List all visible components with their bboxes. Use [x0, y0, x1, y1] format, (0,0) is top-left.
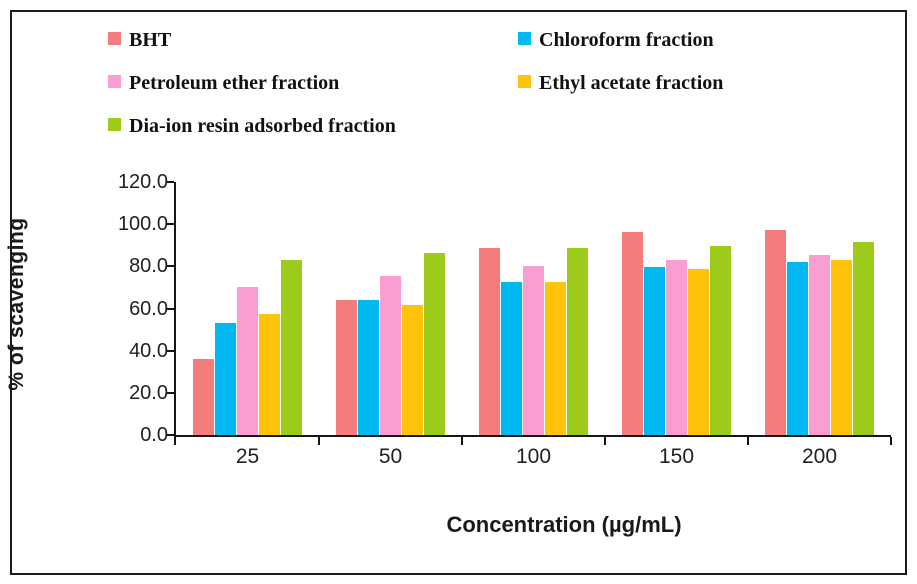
x-axis-category-label: 25 [235, 445, 260, 468]
y-axis-tick [166, 223, 174, 226]
bar [545, 282, 566, 435]
bar [523, 266, 544, 435]
bar [622, 232, 643, 435]
bar-group-200 [748, 182, 891, 435]
x-axis-tick [747, 437, 749, 445]
legend-swatch-icon [108, 31, 121, 45]
y-axis-title: % of scavenging [5, 217, 28, 391]
bar [787, 261, 808, 435]
bar [336, 300, 357, 435]
y-axis-tick-label: 120.0 [117, 171, 168, 193]
x-axis-tick [461, 437, 463, 445]
bar [666, 259, 687, 435]
bar [424, 252, 445, 435]
y-axis-tick-label: 80.0 [129, 255, 168, 278]
x-axis-category-label: 100 [515, 445, 552, 468]
bar-group-150 [605, 182, 748, 435]
bar [831, 259, 852, 435]
bar [501, 282, 522, 435]
bar [644, 266, 665, 435]
x-axis-title: Concentration (µg/mL) [446, 512, 682, 537]
y-axis-tick [166, 349, 174, 352]
y-axis-tick-label: 40.0 [129, 339, 168, 362]
bar [193, 358, 214, 435]
x-axis-category-label: 200 [801, 445, 838, 468]
bar [809, 254, 830, 435]
legend-item: Dia-ion resin adsorbed fraction [108, 114, 518, 138]
x-axis-tick [174, 437, 176, 445]
bar [710, 246, 731, 435]
x-axis-tick [318, 437, 320, 445]
bar [380, 275, 401, 435]
legend-label: Dia-ion resin adsorbed fraction [129, 114, 396, 137]
legend-item: Chloroform fraction [518, 28, 848, 52]
x-axis-tick [890, 437, 892, 445]
bar [402, 304, 423, 435]
x-axis-tick [604, 437, 606, 445]
legend-item: BHT [108, 28, 518, 52]
y-axis-tick [166, 391, 174, 394]
bar-groups [176, 182, 891, 435]
y-axis-tick-label: 60.0 [129, 297, 168, 320]
legend-label: Ethyl acetate fraction [539, 71, 724, 94]
bar [479, 248, 500, 435]
legend-item: Petroleum ether fraction [108, 71, 518, 95]
x-axis-category-label: 150 [658, 445, 695, 468]
bar-group-50 [319, 182, 462, 435]
bar [237, 286, 258, 435]
y-axis-tick [166, 181, 174, 183]
chart-frame: BHT Chloroform fraction Petroleum ether fr… [5, 10, 907, 575]
bar [567, 247, 588, 435]
legend-label: BHT [129, 28, 172, 51]
legend-item: Ethyl acetate fraction [518, 71, 848, 95]
bar [259, 314, 280, 435]
x-axis-category-label: 50 [378, 445, 403, 468]
bar [765, 230, 786, 435]
bar [281, 259, 302, 435]
y-axis-tick-label: 100.0 [117, 213, 168, 236]
legend-label: Petroleum ether fraction [129, 71, 340, 94]
bar-group-25 [176, 182, 319, 435]
y-axis-tick [166, 307, 174, 310]
y-axis-tick [166, 434, 174, 436]
legend-swatch-icon [108, 117, 121, 131]
plot-area: 0.0 20.0 40.0 60.0 80.0 100.0 120.0 25 50 100 150 2… [118, 172, 892, 468]
bar [688, 268, 709, 435]
legend: BHT Chloroform fraction Petroleum ether fr… [108, 28, 848, 138]
y-axis-tick-label: 20.0 [129, 381, 168, 404]
legend-swatch-icon [518, 74, 531, 88]
bar [215, 322, 236, 435]
y-axis-tick [166, 265, 174, 268]
y-axis-tick-label: 0.0 [140, 424, 168, 446]
legend-label: Chloroform fraction [539, 28, 714, 51]
bar-group-100 [462, 182, 605, 435]
legend-swatch-icon [518, 31, 531, 45]
bar [853, 241, 874, 435]
bar [358, 300, 379, 435]
legend-swatch-icon [108, 74, 121, 88]
